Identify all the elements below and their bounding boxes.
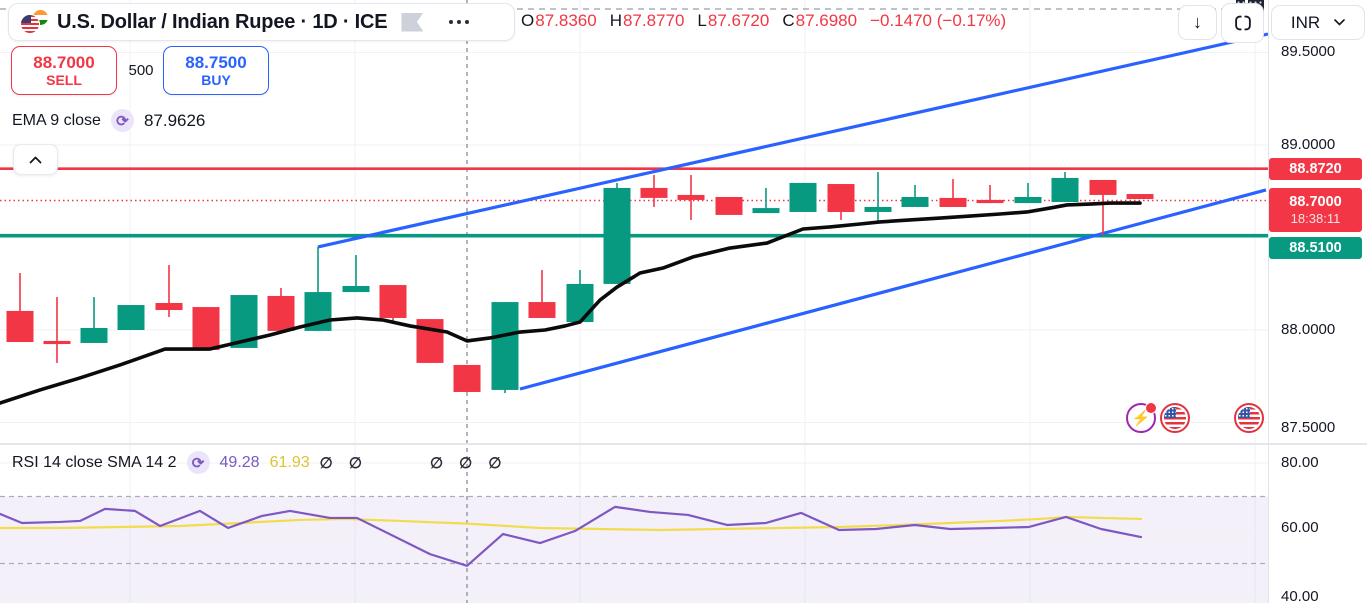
fullscreen-icon xyxy=(1234,15,1251,31)
chevron-up-icon xyxy=(29,156,42,163)
axis-label: 89.0000 xyxy=(1281,136,1336,153)
spread-value: 500 xyxy=(128,62,154,79)
fullscreen-button[interactable] xyxy=(1221,3,1264,43)
sell-button[interactable]: 88.7000 SELL xyxy=(11,46,117,95)
close-value: 87.6980 xyxy=(795,11,858,30)
current-price-value: 88.7000 xyxy=(1289,194,1342,210)
us-economic-event-marker[interactable] xyxy=(1160,403,1190,433)
rsi-indicator-row[interactable]: RSI 14 close SMA 14 2 ⟳ 49.28 61.93 ∅ ∅ … xyxy=(12,451,507,474)
rsi-sma-value: 61.93 xyxy=(269,453,310,471)
us-flag-icon xyxy=(1238,407,1260,429)
symbol-card[interactable]: U.S. Dollar / Indian Rupee · 1D · ICE xyxy=(8,3,515,41)
rsi-empty-values: ∅ ∅ xyxy=(319,454,368,472)
currency-dropdown[interactable]: INR xyxy=(1271,5,1365,40)
close-label: C xyxy=(782,11,795,30)
download-button[interactable]: ↓ xyxy=(1178,5,1217,40)
buy-label: BUY xyxy=(201,72,231,89)
ema-indicator-row[interactable]: EMA 9 close ⟳ 87.9626 xyxy=(12,109,205,132)
support-price-badge: 88.5100 xyxy=(1269,237,1362,259)
sell-label: SELL xyxy=(46,72,82,89)
change-value: −0.1470 (−0.17%) xyxy=(870,11,1007,30)
us-flag-icon xyxy=(1164,407,1186,429)
axis-label: 88.0000 xyxy=(1281,321,1336,338)
bar-countdown: 18:38:11 xyxy=(1290,211,1341,226)
axis-label: 89.5000 xyxy=(1281,43,1336,60)
low-value: 87.6720 xyxy=(707,11,770,30)
high-label: H xyxy=(609,11,622,30)
high-value: 87.8770 xyxy=(622,11,685,30)
symbol-title: U.S. Dollar / Indian Rupee · 1D · ICE xyxy=(57,10,388,33)
resistance-price-badge: 88.8720 xyxy=(1269,158,1362,180)
sync-icon[interactable]: ⟳ xyxy=(110,109,134,132)
rsi-value: 49.28 xyxy=(219,453,260,471)
axis-label: 40.00 xyxy=(1281,588,1319,603)
open-value: 87.8360 xyxy=(535,11,597,30)
sync-icon[interactable]: ⟳ xyxy=(186,451,210,474)
currency-pair-flags-icon xyxy=(19,9,49,35)
us-flag-icon xyxy=(20,14,40,34)
collapse-panel-button[interactable] xyxy=(13,144,58,175)
rsi-empty-values: ∅ ∅ ∅ xyxy=(429,454,508,472)
open-label: O xyxy=(521,11,535,30)
us-economic-event-marker[interactable] xyxy=(1234,403,1264,433)
more-options-icon[interactable] xyxy=(449,20,470,24)
currency-dropdown-value: INR xyxy=(1290,12,1321,32)
ohlc-row: O 87.8360 H 87.8770 L 87.6720 C 87.6980 −0.1… xyxy=(521,11,1006,31)
lightning-icon: ⚡ xyxy=(1131,410,1151,427)
pane-divider[interactable] xyxy=(0,443,1367,445)
flag-symbol-icon[interactable] xyxy=(401,12,424,32)
axis-label: 60.00 xyxy=(1281,519,1319,536)
low-label: L xyxy=(697,11,707,30)
notification-dot xyxy=(1145,402,1157,414)
chevron-down-icon xyxy=(1334,19,1345,26)
ema-label: EMA 9 close xyxy=(12,111,101,129)
buy-button[interactable]: 88.7500 BUY xyxy=(163,46,269,95)
sell-price: 88.7000 xyxy=(33,52,95,72)
rsi-label: RSI 14 close SMA 14 2 xyxy=(12,453,177,471)
ema-value: 87.9626 xyxy=(143,110,206,130)
axis-label: 80.00 xyxy=(1281,454,1319,471)
news-event-marker[interactable]: ⚡ xyxy=(1126,402,1157,433)
download-icon: ↓ xyxy=(1193,12,1202,32)
axis-label: 87.5000 xyxy=(1281,419,1336,436)
current-price-badge: 88.7000 18:38:11 xyxy=(1269,188,1362,232)
buy-price: 88.7500 xyxy=(185,52,247,72)
price-axis[interactable]: 89.5000 89.0000 88.0000 87.5000 80.00 60.00 40… xyxy=(1268,0,1367,603)
